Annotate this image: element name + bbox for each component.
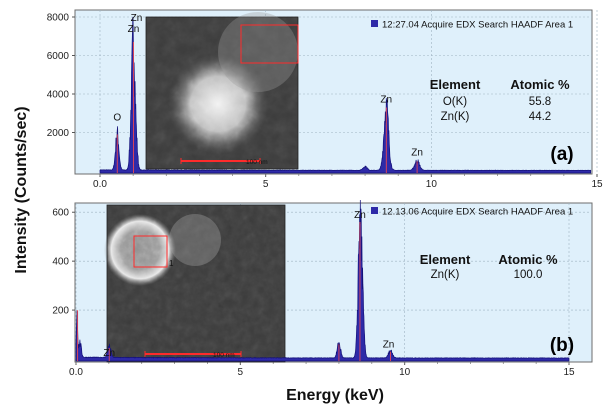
x-tick-label: 10 xyxy=(426,179,438,190)
table-cell: Zn(K) xyxy=(431,269,460,281)
legend-label: 12:27.04 Acquire EDX Search HAADF Area 1 xyxy=(382,20,573,31)
x-tick-label: 0.0 xyxy=(93,179,107,190)
selection-box xyxy=(133,235,168,268)
table-header: Atomic % xyxy=(510,77,570,92)
y-tick-label: 400 xyxy=(52,257,69,268)
table-cell: 100.0 xyxy=(514,269,543,281)
peak-label: Zn xyxy=(383,340,395,351)
legend-swatch xyxy=(371,20,378,27)
peak-label-top: Zn xyxy=(128,24,140,35)
peak-label: Zn xyxy=(411,147,423,158)
scale-bar-label: 100 nm xyxy=(246,159,268,166)
scale-bar-label: 100 nm xyxy=(213,352,235,359)
selection-box xyxy=(240,24,299,64)
selection-marker: 1 xyxy=(169,259,174,268)
x-tick-label: 15 xyxy=(563,367,575,378)
peak-label: Zn xyxy=(103,348,115,359)
y-tick-label: 200 xyxy=(52,306,69,317)
panel-label: (a) xyxy=(550,144,573,165)
peak-label-top: Zn xyxy=(131,13,143,24)
legend-swatch xyxy=(371,207,378,214)
legend-label: 12.13.06 Acquire EDX Search HAADF Area 1 xyxy=(382,207,573,218)
x-axis-title: Energy (keV) xyxy=(286,387,384,404)
spectrum-series-2 xyxy=(75,199,570,362)
x-tick-label: 5 xyxy=(263,179,269,190)
peak-label: Zn xyxy=(380,94,392,105)
table-header: Element xyxy=(430,77,481,92)
panel-label: (b) xyxy=(550,335,574,356)
y-tick-label: 8000 xyxy=(47,13,70,24)
y-axis-title: Intensity (Counts/sec) xyxy=(13,106,30,273)
x-tick-label: 15 xyxy=(591,179,603,190)
y-tick-label: 4000 xyxy=(47,90,70,101)
x-tick-label: 0.0 xyxy=(69,367,83,378)
y-tick-label: 2000 xyxy=(47,128,70,139)
y-tick-label: 600 xyxy=(52,208,69,219)
x-tick-label: 5 xyxy=(238,367,244,378)
spectrum-series-1 xyxy=(99,16,592,174)
x-tick-label: 10 xyxy=(399,367,411,378)
table-cell: Zn(K) xyxy=(441,111,470,123)
table-cell: O(K) xyxy=(443,96,467,108)
table-header: Atomic % xyxy=(498,252,558,267)
table-header: Element xyxy=(420,252,471,267)
peak-label: O xyxy=(113,112,121,123)
table-cell: 55.8 xyxy=(529,96,551,108)
micrograph-a: 100 nm xyxy=(145,12,299,170)
micrograph-b: 1 100 nm xyxy=(104,204,286,363)
table-cell: 44.2 xyxy=(529,111,551,123)
peak-label: Zn xyxy=(354,210,366,221)
y-tick-label: 6000 xyxy=(47,51,70,62)
